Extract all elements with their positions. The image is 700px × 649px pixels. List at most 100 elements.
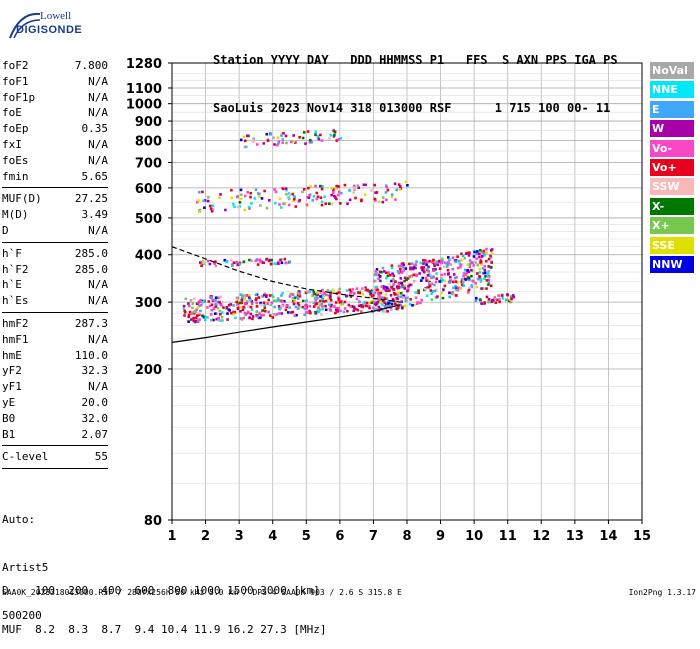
echo-point xyxy=(294,305,298,309)
echo-point xyxy=(278,307,281,311)
echo-point xyxy=(441,257,444,261)
muf-row: MUF 8.2 8.3 8.7 9.4 10.4 11.9 16.2 27.3 … xyxy=(2,623,327,636)
echo-point xyxy=(201,190,204,194)
echo-point xyxy=(256,143,259,146)
echo-point xyxy=(468,251,471,254)
echo-point xyxy=(373,302,377,305)
echo-point xyxy=(376,290,380,293)
echo-point xyxy=(432,268,436,272)
echo-point xyxy=(426,274,430,277)
echo-point xyxy=(196,306,200,309)
echo-point xyxy=(207,300,211,303)
echo-point xyxy=(375,285,378,289)
echo-point xyxy=(308,194,311,197)
echo-point xyxy=(317,310,321,314)
echo-point xyxy=(329,133,333,137)
echo-point xyxy=(391,272,394,275)
echo-point xyxy=(431,290,435,293)
echo-point xyxy=(265,132,269,136)
echo-point xyxy=(239,138,243,142)
echo-point xyxy=(333,130,337,134)
echo-point xyxy=(316,134,320,138)
echo-point xyxy=(214,299,217,302)
header-labels: Station YYYY DAY DDD HHMMSS P1 FFS S AXN… xyxy=(213,53,618,67)
echo-point xyxy=(439,279,443,282)
echo-point xyxy=(373,300,376,304)
echo-point xyxy=(227,303,231,307)
echo-point xyxy=(479,280,483,283)
echo-point xyxy=(267,310,270,314)
echo-point xyxy=(424,276,428,280)
echo-point xyxy=(280,304,283,308)
param-name: fxI xyxy=(2,137,22,151)
echo-point xyxy=(368,306,371,310)
echo-point xyxy=(196,319,200,322)
parameter-list: foF2 7.800 foF1 N/A foF1p N/A foE N/A foEp 0.35 fx… xyxy=(2,58,108,472)
echo-point xyxy=(212,318,215,322)
echo-point xyxy=(449,279,452,282)
echo-point xyxy=(417,291,420,295)
echo-point xyxy=(284,308,288,312)
echo-point xyxy=(215,317,218,321)
echo-point xyxy=(305,203,309,206)
echo-point xyxy=(405,278,408,281)
param-value: N/A xyxy=(88,90,108,104)
echo-point xyxy=(468,286,472,289)
echo-point xyxy=(478,298,482,301)
echo-point xyxy=(261,295,264,298)
echo-point xyxy=(466,276,470,279)
echo-point xyxy=(272,313,276,316)
param-value: 5.65 xyxy=(81,169,109,183)
echo-point xyxy=(320,295,324,298)
echo-point xyxy=(459,265,462,269)
echo-point xyxy=(290,311,293,314)
y-tick-label: 1100 xyxy=(126,82,162,97)
echo-point xyxy=(501,297,505,300)
echo-point xyxy=(449,275,452,279)
echo-point xyxy=(335,184,338,188)
echo-point xyxy=(479,278,483,281)
echo-point xyxy=(333,305,336,308)
echo-point xyxy=(479,249,482,252)
echo-point xyxy=(393,291,396,295)
echo-point xyxy=(191,306,194,310)
x-tick-label: 15 xyxy=(633,529,651,544)
echo-point xyxy=(404,299,408,303)
echo-point xyxy=(267,298,270,302)
echo-point xyxy=(297,290,301,293)
echo-point xyxy=(308,309,311,313)
echo-point xyxy=(259,204,262,207)
echo-point xyxy=(221,319,224,322)
echo-point xyxy=(385,276,388,280)
echo-point xyxy=(258,258,262,262)
echo-point xyxy=(242,305,245,309)
echo-point xyxy=(329,305,333,308)
echo-point xyxy=(339,202,342,205)
echo-point xyxy=(404,296,408,300)
echo-point xyxy=(281,138,284,141)
echo-point xyxy=(354,307,358,311)
echo-point xyxy=(264,309,267,313)
echo-point xyxy=(490,300,494,304)
echo-point xyxy=(319,299,322,303)
echo-point xyxy=(433,259,437,262)
echo-point xyxy=(396,286,400,290)
echo-point xyxy=(441,296,445,300)
echo-point xyxy=(407,288,410,291)
echo-point xyxy=(403,276,407,280)
echo-point xyxy=(305,299,308,303)
param-value: 285.0 xyxy=(74,246,108,260)
echo-point xyxy=(239,306,242,309)
echo-point xyxy=(321,293,324,296)
echo-point xyxy=(193,320,197,324)
echo-point xyxy=(204,318,207,322)
echo-point xyxy=(486,272,489,275)
x-tick-label: 3 xyxy=(235,529,244,544)
echo-point xyxy=(345,295,348,298)
echo-point xyxy=(337,137,340,141)
echo-point xyxy=(308,305,312,308)
echo-point xyxy=(376,300,379,304)
param-value: 0.35 xyxy=(81,122,109,136)
echo-point xyxy=(463,272,466,276)
echo-point xyxy=(468,259,472,262)
